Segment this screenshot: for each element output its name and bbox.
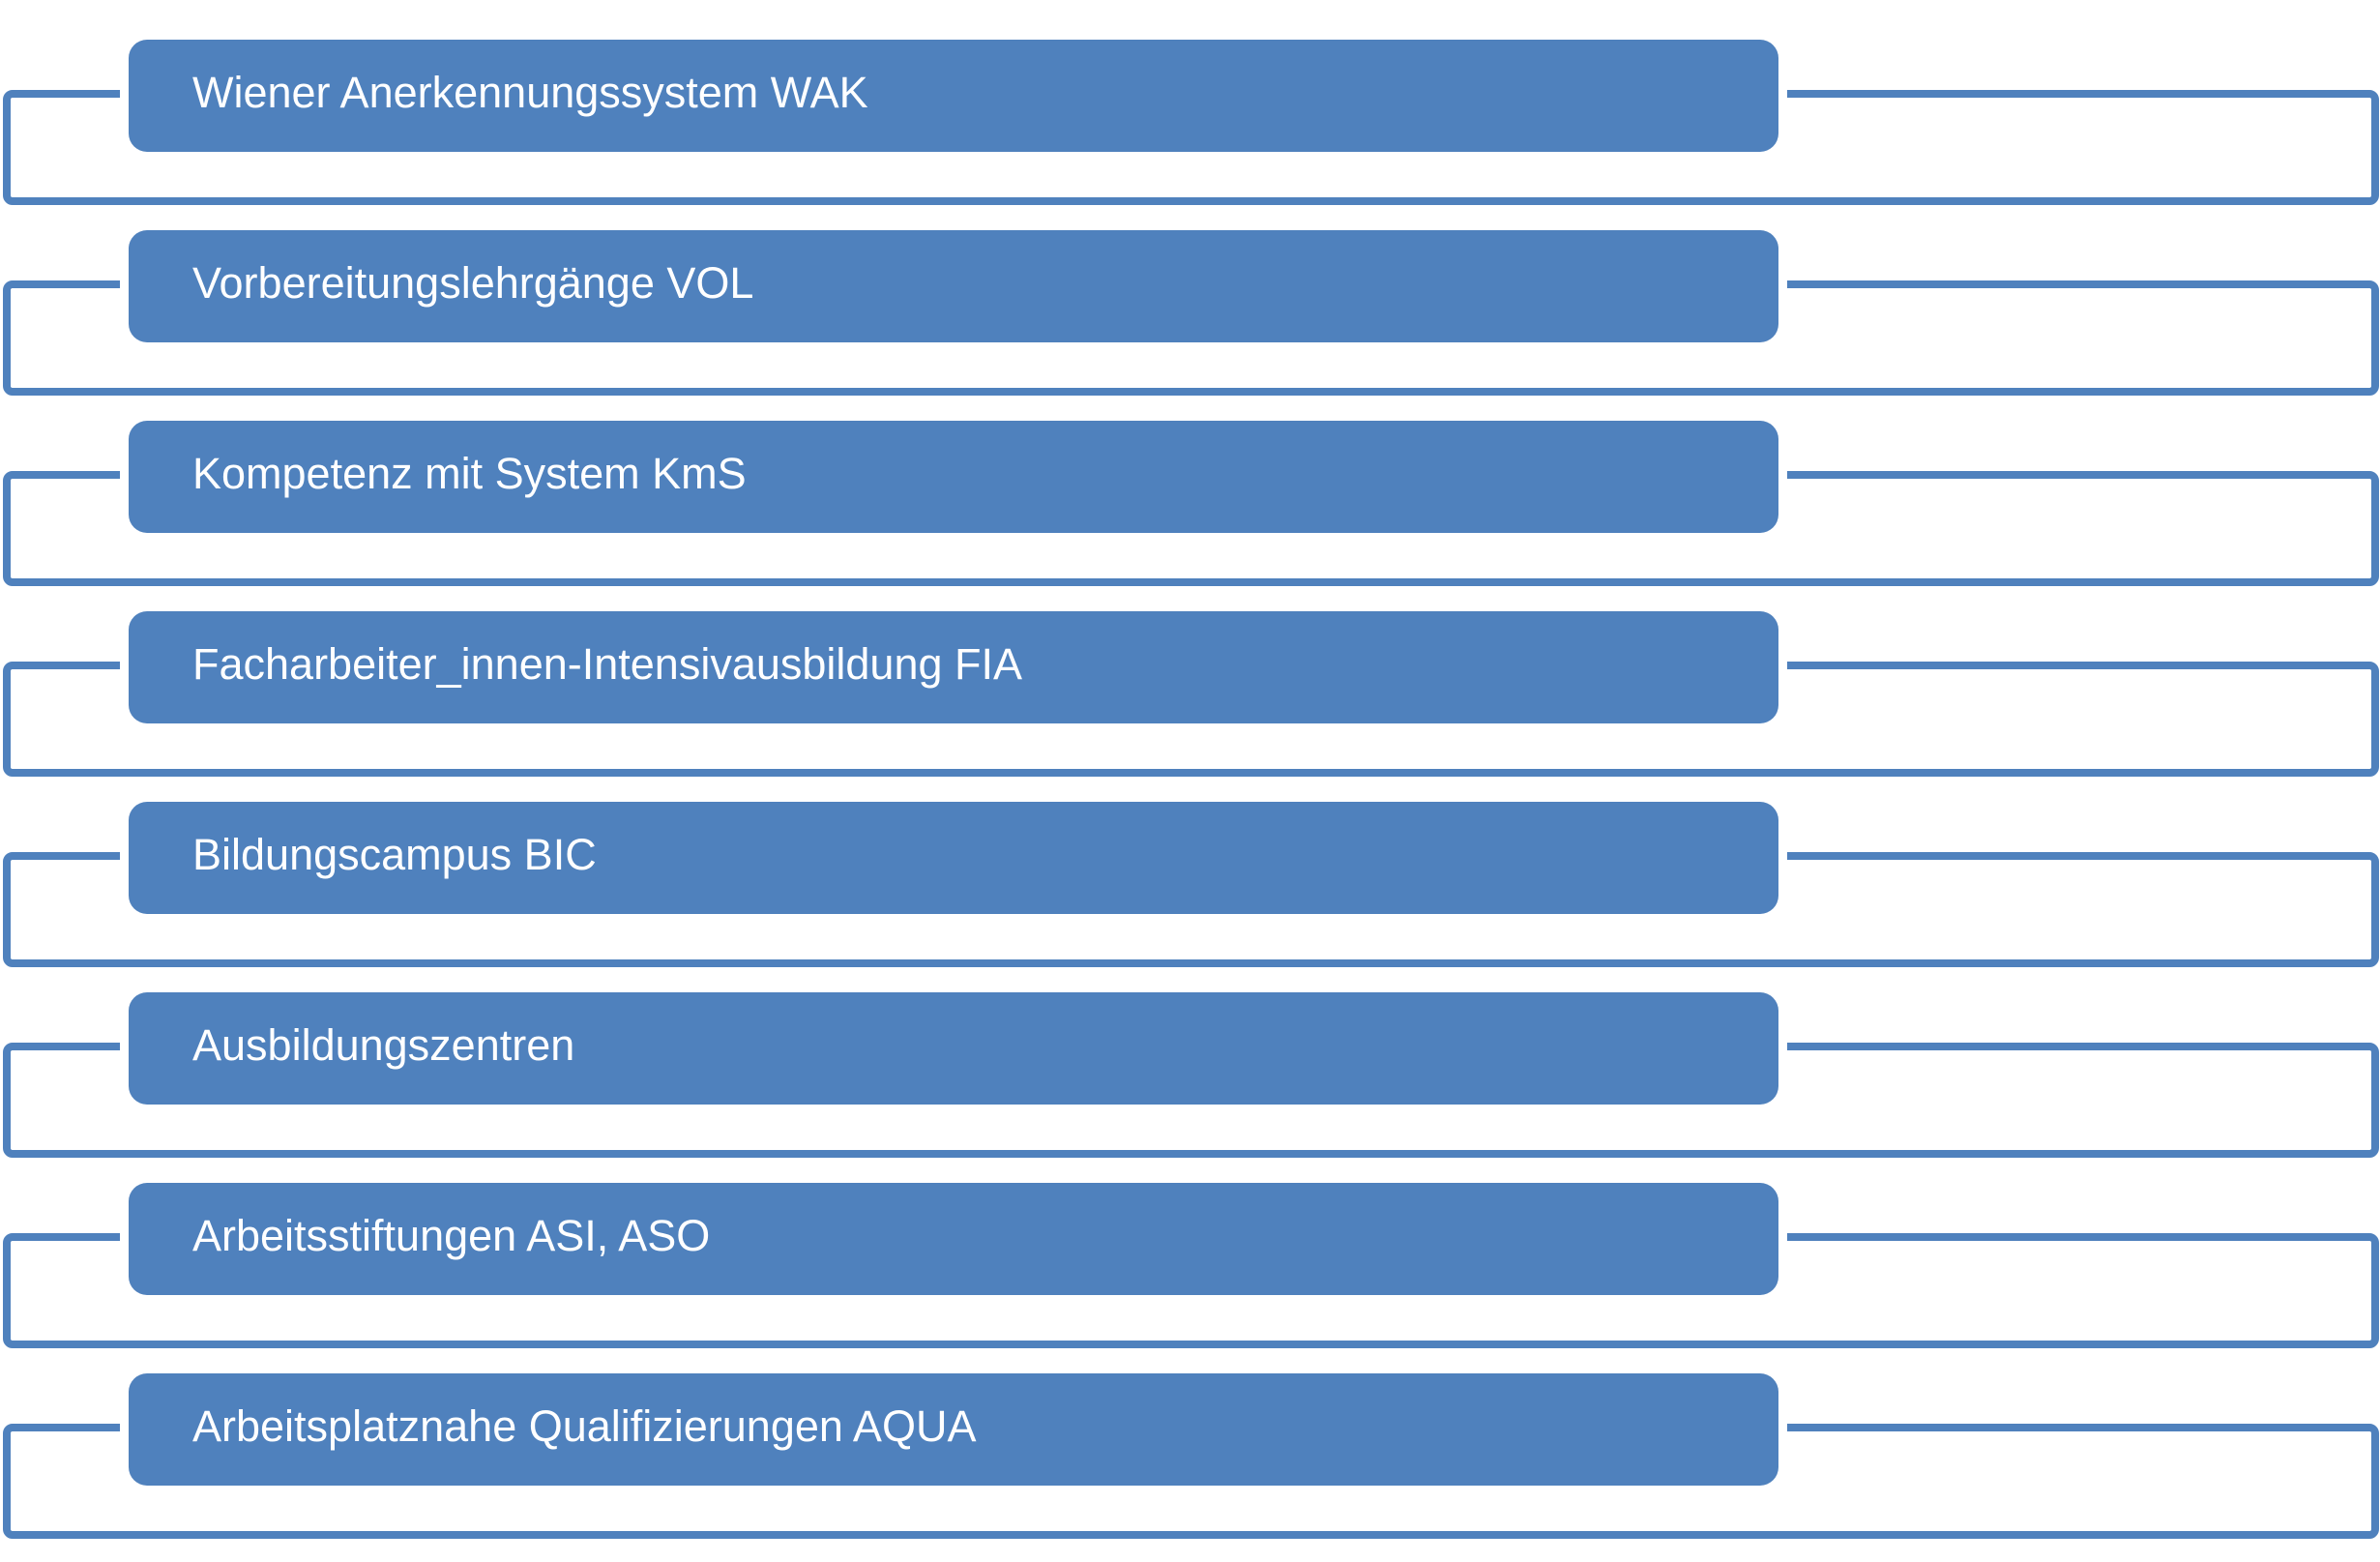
item-pill: Wiener Anerkennungssystem WAK xyxy=(129,40,1778,152)
item-label: Ausbildungszentren xyxy=(192,1020,575,1071)
list-item: Vorbereitungslehrgänge VOL xyxy=(0,230,2380,436)
item-label: Vorbereitungslehrgänge VOL xyxy=(192,258,754,309)
list-item: Ausbildungszentren xyxy=(0,992,2380,1198)
item-label: Facharbeiter_innen-Intensivausbildung FI… xyxy=(192,639,1023,690)
item-label: Kompetenz mit System KmS xyxy=(192,449,747,499)
item-pill: Kompetenz mit System KmS xyxy=(129,421,1778,533)
list-item: Kompetenz mit System KmS xyxy=(0,421,2380,627)
item-pill: Arbeitsplatznahe Qualifizierungen AQUA xyxy=(129,1373,1778,1486)
list-item: Bildungscampus BIC xyxy=(0,802,2380,1008)
list-item: Arbeitsstiftungen ASI, ASO xyxy=(0,1183,2380,1389)
item-pill: Ausbildungszentren xyxy=(129,992,1778,1105)
item-label: Arbeitsplatznahe Qualifizierungen AQUA xyxy=(192,1401,977,1452)
item-label: Bildungscampus BIC xyxy=(192,830,597,880)
list-item: Arbeitsplatznahe Qualifizierungen AQUA xyxy=(0,1373,2380,1562)
item-pill: Vorbereitungslehrgänge VOL xyxy=(129,230,1778,342)
item-pill: Facharbeiter_innen-Intensivausbildung FI… xyxy=(129,611,1778,723)
list-item: Wiener Anerkennungssystem WAK xyxy=(0,40,2380,246)
item-label: Wiener Anerkennungssystem WAK xyxy=(192,68,868,118)
item-pill: Bildungscampus BIC xyxy=(129,802,1778,914)
item-pill: Arbeitsstiftungen ASI, ASO xyxy=(129,1183,1778,1295)
list-item: Facharbeiter_innen-Intensivausbildung FI… xyxy=(0,611,2380,817)
item-label: Arbeitsstiftungen ASI, ASO xyxy=(192,1211,711,1261)
